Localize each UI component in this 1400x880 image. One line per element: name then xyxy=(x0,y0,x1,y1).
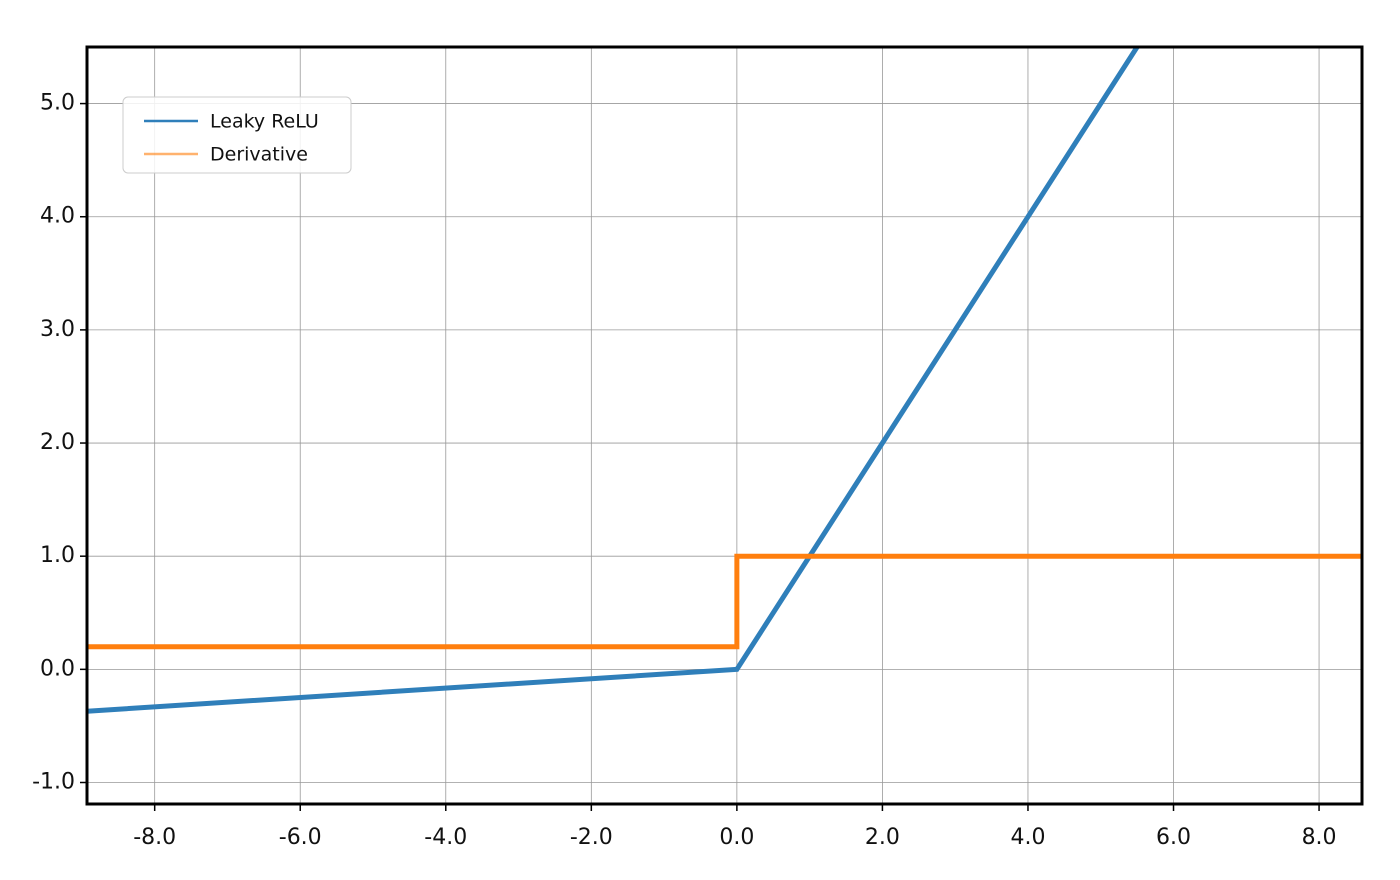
y-tick-label: 3.0 xyxy=(40,317,75,342)
x-tick-label: 6.0 xyxy=(1156,825,1191,850)
y-tick-label: 0.0 xyxy=(40,656,75,681)
series-line xyxy=(87,47,1141,714)
x-tick-label: 8.0 xyxy=(1302,825,1337,850)
legend: Leaky ReLU Derivative xyxy=(122,96,352,174)
y-tick-label: 1.0 xyxy=(40,543,75,568)
x-tick-label: -6.0 xyxy=(279,825,322,850)
legend-label: Leaky ReLU xyxy=(210,111,319,133)
y-tick-label: 4.0 xyxy=(40,204,75,229)
x-tick-label: -8.0 xyxy=(133,825,176,850)
plot-frame xyxy=(85,45,1364,806)
plot-lines xyxy=(87,47,1362,714)
x-tick-label: 0.0 xyxy=(719,825,754,850)
legend-label: Derivative xyxy=(210,144,308,166)
ticks: -8.0 -6.0 -4.0 -2.0 0.0 2.0 4.0 6.0 8.0 -1.0 0.0 1.… xyxy=(32,91,1337,850)
x-tick-label: 4.0 xyxy=(1010,825,1045,850)
series-line xyxy=(87,553,1362,650)
x-tick-label: -2.0 xyxy=(570,825,613,850)
y-tick-label: 2.0 xyxy=(40,430,75,455)
x-tick-label: 2.0 xyxy=(865,825,900,850)
x-tick-label: -4.0 xyxy=(424,825,467,850)
y-tick-label: -1.0 xyxy=(32,770,75,795)
y-tick-label: 5.0 xyxy=(40,91,75,116)
